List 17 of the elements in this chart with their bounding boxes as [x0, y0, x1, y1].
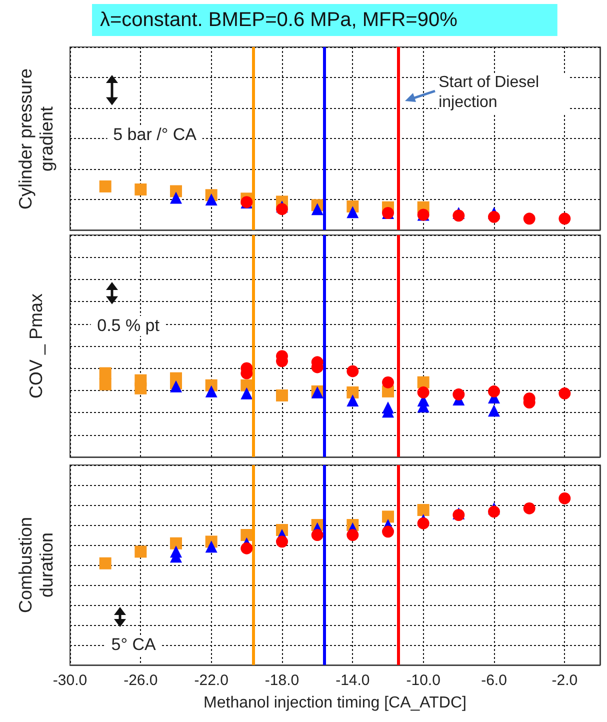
y-axis-title: COV _ Pmax: [26, 292, 46, 401]
text: 0.5 % pt: [91, 316, 166, 336]
y-axis-title: Combustion duration: [15, 516, 57, 616]
x-tick-label: -18.0: [264, 672, 300, 689]
chart-title: λ=constant. BMEP=0.6 MPa, MFR=90%: [100, 9, 458, 31]
x-axis-title: Methanol injection timing [CA_ATDC]: [204, 694, 466, 712]
x-tick-label: -2.0: [552, 672, 578, 689]
x-tick-label: -6.0: [481, 672, 507, 689]
ref-line-label: Start of Diesel injection: [438, 73, 569, 113]
x-tick-label: -26.0: [124, 672, 158, 689]
x-tick-label: -10.0: [406, 672, 440, 689]
x-tick-label: -14.0: [336, 672, 370, 689]
y-axis-title: Cylinder pressure gradient: [15, 66, 57, 212]
annotation: 5° CA: [105, 635, 162, 655]
x-tick-label: -30.0: [52, 672, 88, 689]
text: 5 bar /° CA: [107, 124, 202, 145]
x-tick-label: -22.0: [194, 672, 228, 689]
